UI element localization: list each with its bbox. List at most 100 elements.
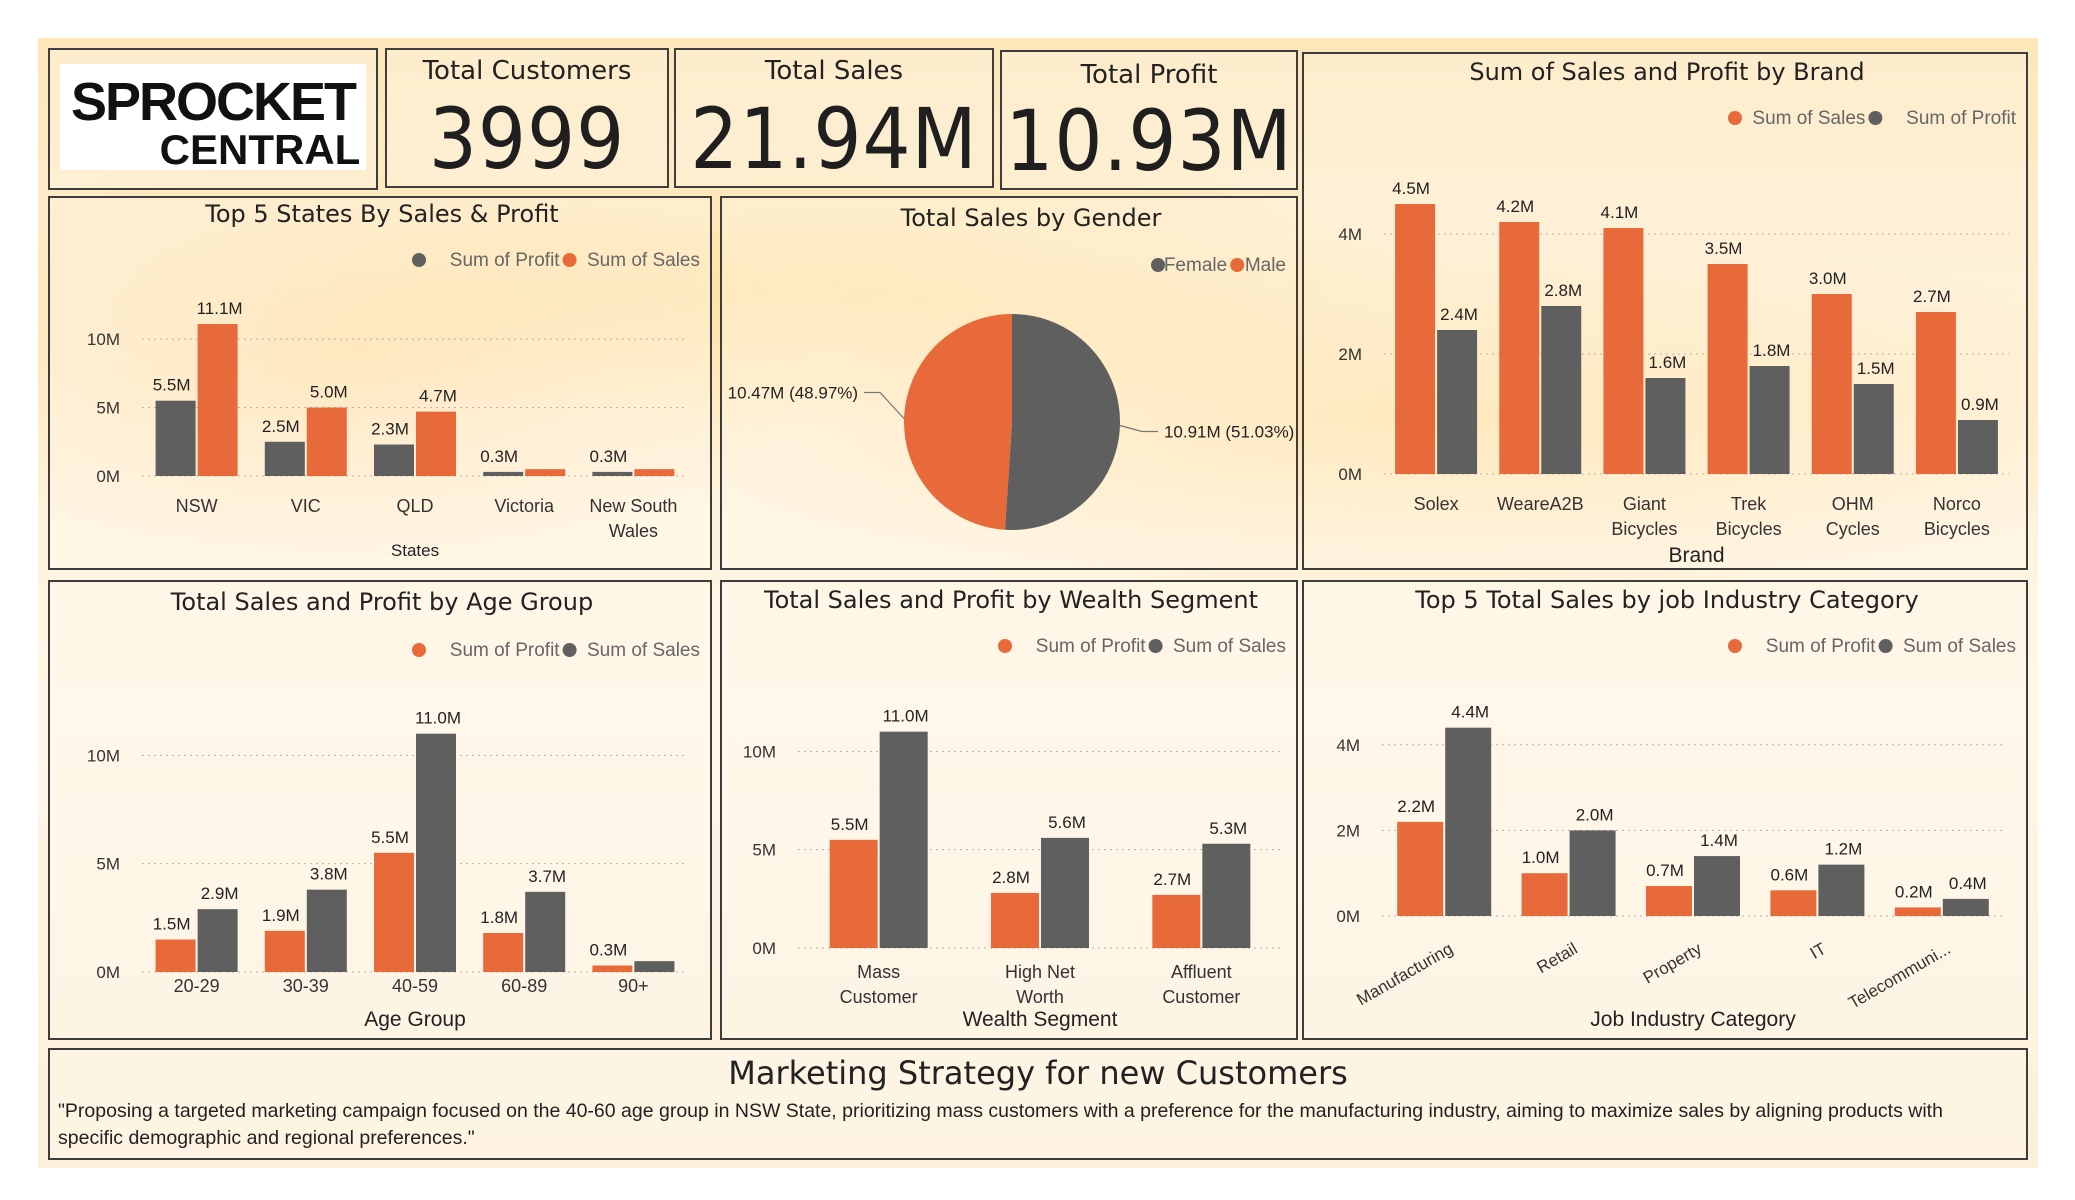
x-tick-label: Retail [1533,939,1580,977]
y-tick-label: 5M [752,841,776,860]
data-label: 2.9M [201,884,239,903]
data-label: 1.6M [1649,353,1687,372]
legend-marker [1151,258,1165,272]
y-tick-label: 0M [1338,465,1362,484]
x-tick-label: Bicycles [1924,519,1990,539]
legend-marker [1230,258,1245,272]
legend-label: Sum of Profit [1766,636,1877,657]
legend-marker [1148,639,1163,653]
x-axis-label: Brand [1668,544,1724,567]
x-tick-label: Affluent [1171,962,1232,982]
marketing-strategy-text: "Proposing a targeted marketing campaign… [58,1100,1943,1149]
chart-title: Total Sales by Gender [900,204,1162,232]
x-tick-label: OHM [1832,494,1874,514]
chart-panel-states: Top 5 States By Sales & Profit Sum of Sal… [48,196,712,570]
x-tick-label: Bicycles [1611,519,1677,539]
legend-label: Male [1245,255,1286,276]
legend-label: Sum of Sales [1752,108,1865,129]
y-tick-label: 0M [1336,907,1360,926]
x-tick-label: Cycles [1826,519,1880,539]
data-label: 3.0M [1809,269,1847,288]
data-label: 2.8M [992,868,1030,887]
legend-marker [1878,639,1893,653]
bar-sum-of-sales [1915,312,1956,474]
bar-sum-of-profit [592,471,633,476]
bar-sum-of-profit [374,444,414,476]
bar-sum-of-sales [879,731,928,948]
marketing-strategy-panel: Marketing Strategy for new Customers "Pr… [48,1048,2028,1160]
legend-label: Sum of Sales [1903,636,2016,657]
bar-sum-of-sales [1694,856,1740,916]
x-tick-label: Wales [609,521,658,541]
bar-sum-of-profit [1770,890,1817,916]
data-label: 5.5M [371,828,409,847]
data-label: 1.4M [1700,831,1738,850]
data-label: 11.0M [883,707,929,726]
bar-sum-of-sales [416,733,456,972]
bar-sum-of-profit [991,892,1039,948]
bar-sum-of-sales [1041,837,1089,948]
pie-slice-male [903,314,1012,530]
data-label: 3.8M [310,865,348,884]
data-label: 11.1M [197,299,243,318]
data-label: 0.3M [590,941,628,960]
data-label: 4.2M [1496,197,1534,216]
data-label: 4.5M [1392,179,1430,198]
bar-sum-of-profit [483,933,524,972]
bar-sum-of-profit [1521,873,1568,916]
x-axis-label: States [391,541,439,560]
legend-label: Sum of Profit [1906,108,2017,129]
kpi-title: Total Customers [422,56,632,86]
legend-marker [562,253,577,267]
bar-sum-of-sales [197,324,238,476]
data-label: 1.5M [1857,359,1895,378]
data-label: 1.2M [1825,840,1863,859]
kpi-value: 10.93M [1005,92,1293,190]
kpi-total-customers: Total Customers 3999 [385,48,669,188]
data-label: 5.0M [310,383,348,402]
x-tick-label: Worth [1016,987,1064,1007]
data-label: 5.5M [153,376,191,395]
y-tick-label: 10M [87,746,120,765]
chart-panel-industry: Top 5 Total Sales by job Industry Catego… [1302,580,2028,1040]
x-tick-label: Bicycles [1716,519,1782,539]
x-tick-label: New South [589,496,677,516]
logo-panel: SPROCKET CENTRAL [48,48,378,190]
data-label: 0.9M [1961,395,1999,414]
data-label: 0.4M [1949,874,1987,893]
bar-sum-of-profit [264,930,305,972]
x-axis-label: Wealth Segment [963,1008,1118,1031]
bar-sum-of-profit [1894,907,1941,916]
chart-title: Total Sales and Profit by Age Group [170,588,593,616]
legend-label: Sum of Sales [1173,636,1286,657]
data-label: 4.4M [1451,703,1489,722]
data-label: 3.7M [528,867,566,886]
kpi-total-sales: Total Sales 21.94M [674,48,994,188]
marketing-strategy-title: Marketing Strategy for new Customers [728,1054,1348,1092]
bar-sum-of-sales [306,889,347,972]
kpi-total-profit: Total Profit 10.93M [1000,50,1298,190]
data-label: 2.7M [1913,287,1951,306]
bar-sum-of-profit [1646,886,1692,916]
data-label: 2.0M [1576,805,1614,824]
data-label: 5.5M [831,815,869,834]
y-tick-label: 4M [1336,736,1360,755]
x-tick-label: Telecommuni... [1845,939,1954,1013]
chart-title: Top 5 Total Sales by job Industry Catego… [1414,586,1918,614]
x-axis-label: Age Group [364,1008,466,1031]
data-label: 11.0M [415,709,461,728]
bar-sum-of-sales [1499,222,1540,474]
x-tick-label: 30-39 [283,976,329,996]
legend-marker [562,643,577,657]
pie-leader-line [1119,424,1158,433]
x-tick-label: VIC [291,496,321,516]
x-tick-label: Mass [857,962,900,982]
x-tick-label: 90+ [618,976,649,996]
data-label: 4.1M [1601,203,1639,222]
x-tick-label: QLD [396,496,433,516]
bar-sum-of-sales [1569,830,1616,916]
x-tick-label: WeareA2B [1497,494,1584,514]
data-label: 1.8M [480,908,518,927]
y-tick-label: 10M [743,742,776,761]
x-tick-label: High Net [1005,962,1075,982]
